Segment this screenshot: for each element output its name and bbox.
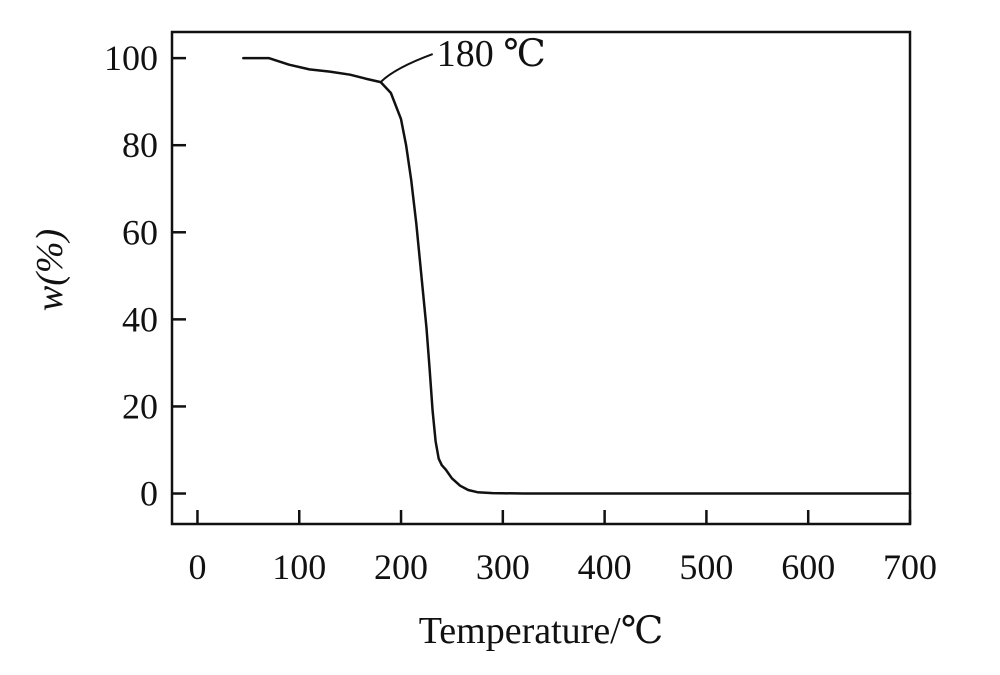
series-line	[242, 56, 912, 495]
y-axis-title: w(%)	[29, 229, 71, 311]
x-tick-label: 100	[272, 547, 326, 587]
y-tick-label: 60	[122, 212, 158, 252]
x-tick-label: 400	[578, 547, 632, 587]
annotation-label: 180 ℃	[437, 33, 546, 75]
y-tick-label: 40	[122, 299, 158, 339]
y-tick-label: 80	[122, 125, 158, 165]
x-tick-label: 500	[679, 547, 733, 587]
y-tick-label: 0	[140, 474, 158, 514]
x-axis-title: Temperature/℃	[419, 610, 664, 652]
plot-frame	[170, 30, 912, 526]
x-tick-label: 600	[781, 547, 835, 587]
y-tick-label: 100	[104, 38, 158, 78]
x-tick-label: 200	[374, 547, 428, 587]
x-tick-label: 300	[476, 547, 530, 587]
y-tick-label: 20	[122, 386, 158, 426]
x-axis: 0 100 200 300 400 500 600 700	[188, 510, 937, 587]
y-axis: 0 20 40 60 80 100	[104, 38, 186, 514]
x-tick-label: 0	[188, 547, 206, 587]
annotation-leader	[379, 53, 434, 83]
x-tick-label: 700	[883, 547, 937, 587]
